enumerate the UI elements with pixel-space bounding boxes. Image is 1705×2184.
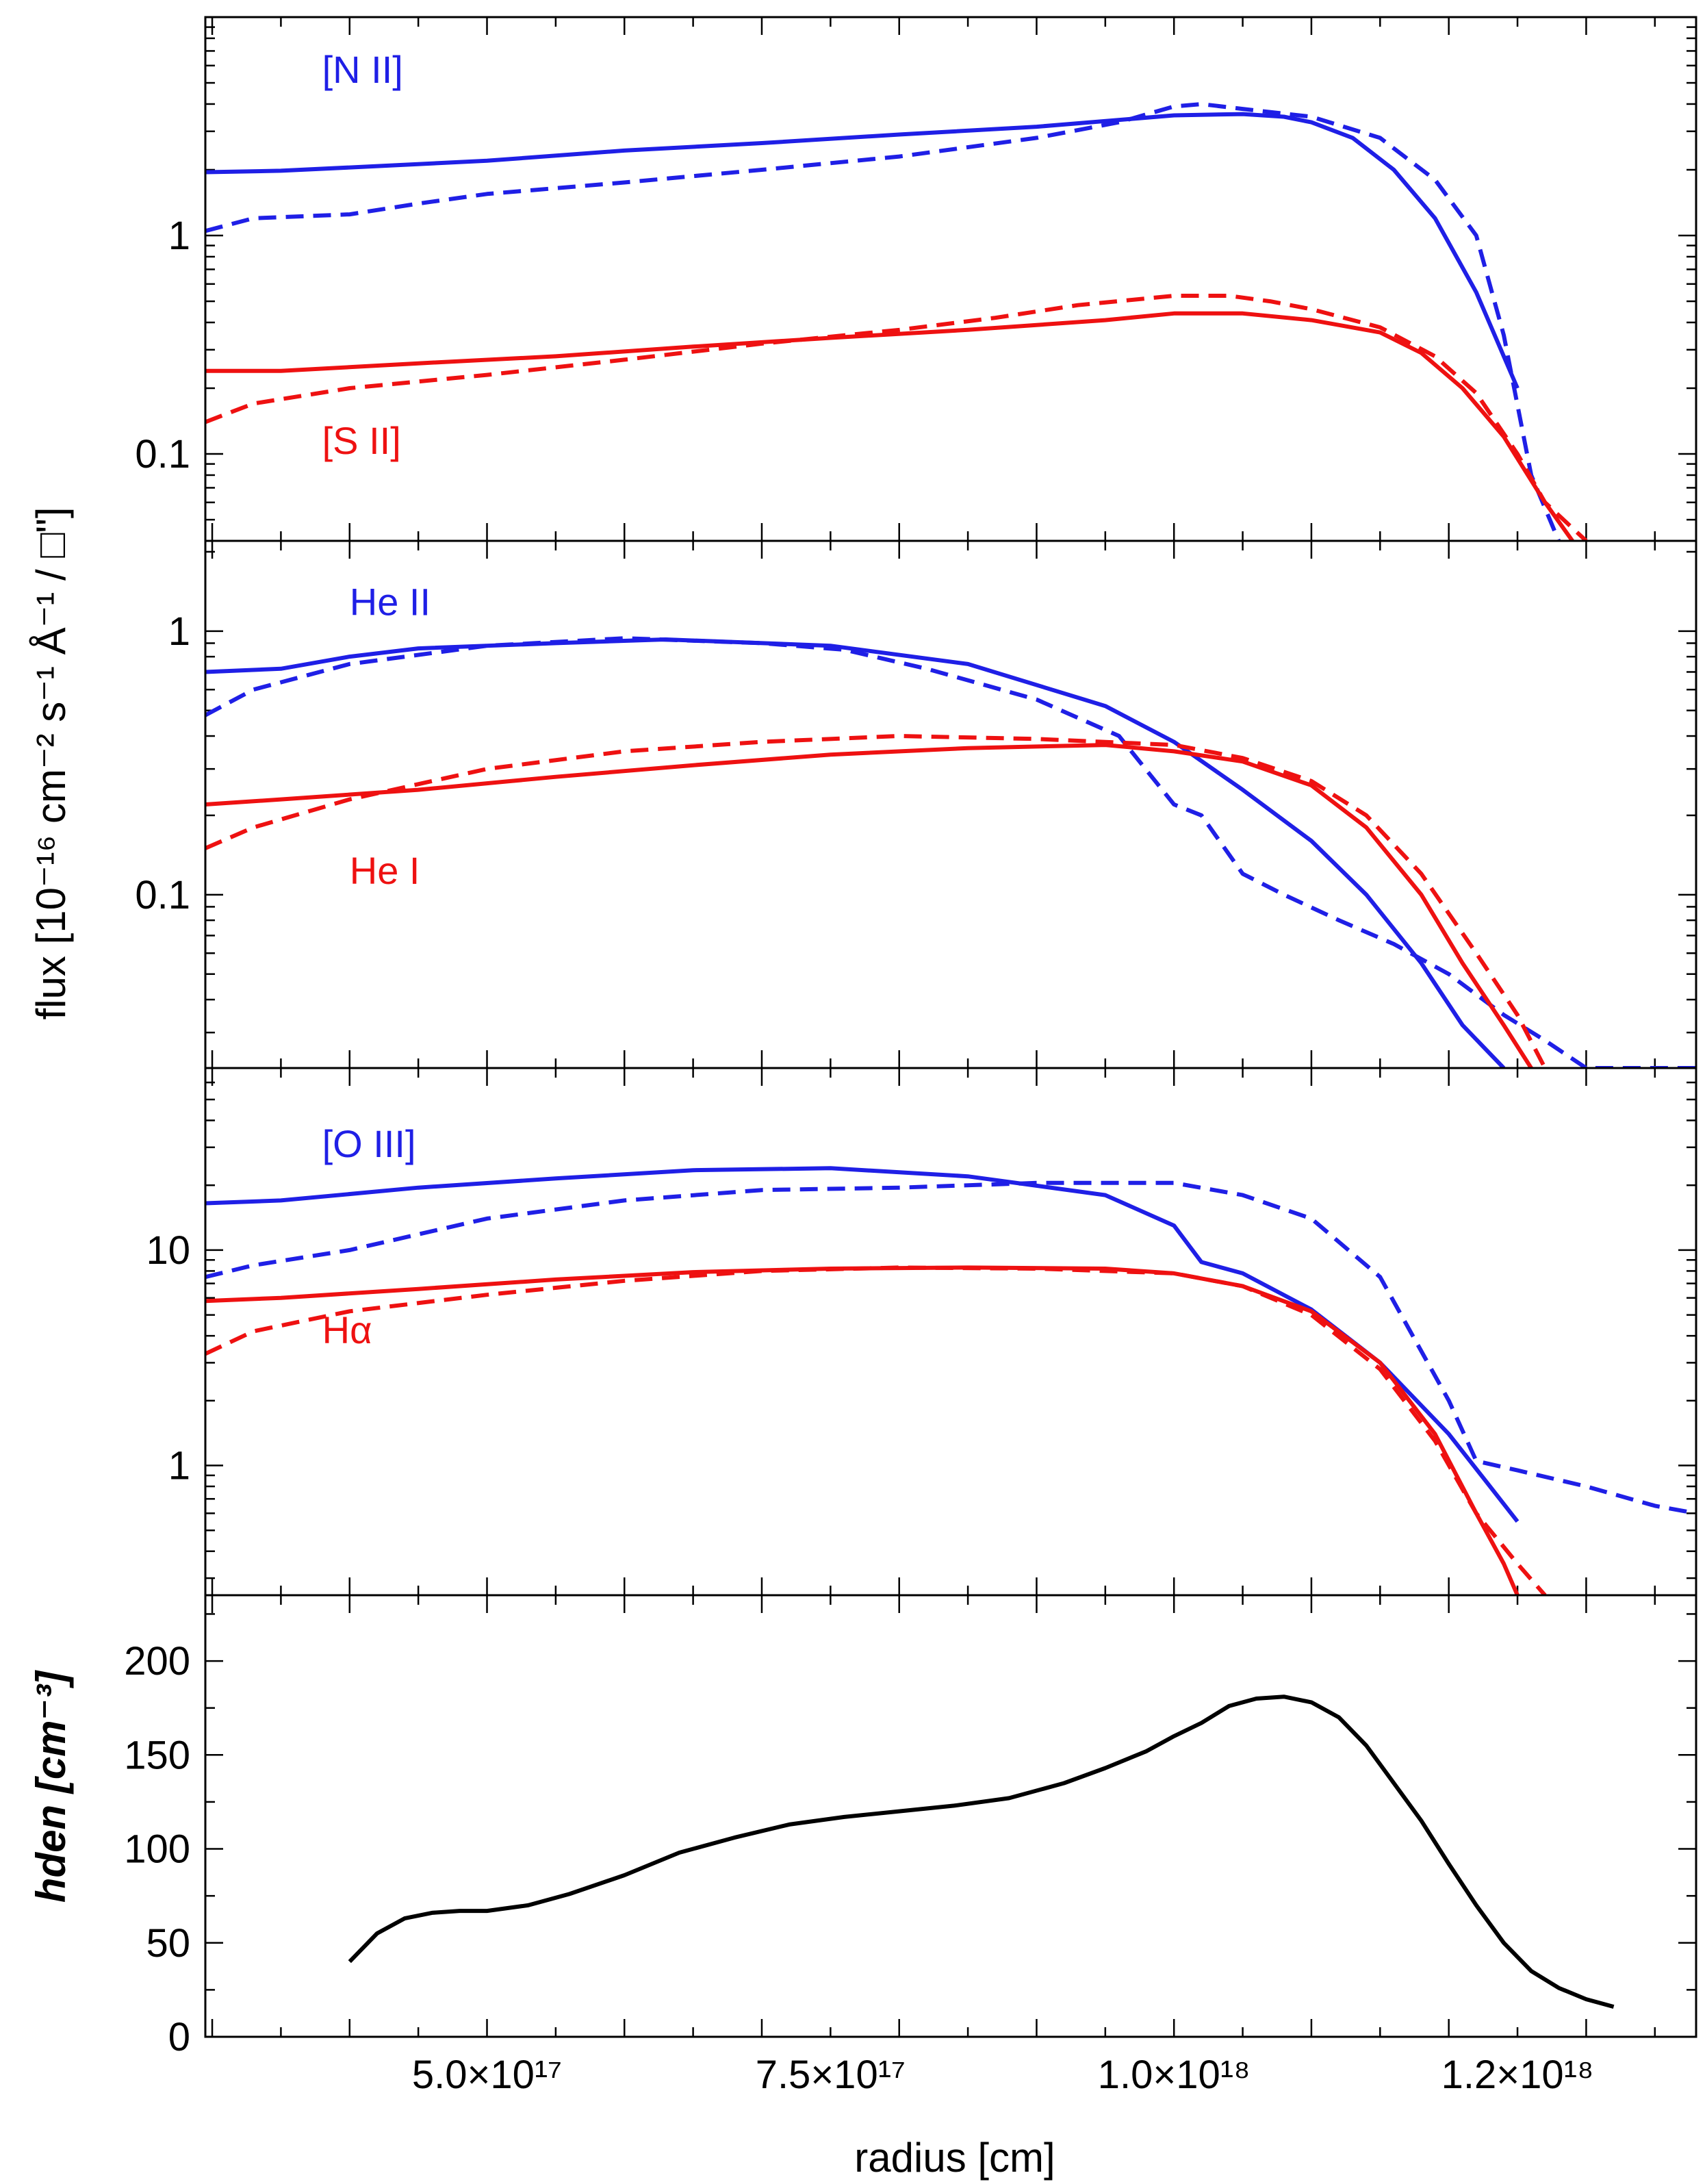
y-tick-label: 1 [168,1444,190,1488]
flux-axis-title: flux [10⁻¹⁶ cm⁻² s⁻¹ Å⁻¹ / □"] [28,507,74,1020]
panel-frame [204,16,1697,542]
x-axis: 5.0×10¹⁷ 7.5×10¹⁷ 1.0×10¹⁸ 1.2×10¹⁸ [412,2053,1594,2097]
panel-he: 1 0.1 He II He I [135,539,1697,1069]
panel-hden: 0 50 100 150 200 [124,1594,1697,2059]
series-label: [S II] [322,419,401,462]
panel-oiii-ha-series [205,1166,1696,1595]
series-label: Hα [322,1308,372,1351]
panel-he-series [205,636,1696,1068]
series-h-alpha [205,1265,1520,1595]
series--o-iii- [205,1166,1520,1523]
y-tick-label: 0.1 [135,873,190,917]
y-tick-label: 50 [146,1921,190,1966]
panel-oiii-ha: 10 1 [O III] Hα [146,1067,1697,1597]
x-tick-label: 1.2×10¹⁸ [1441,2053,1594,2097]
y-tick-label: 10 [146,1228,190,1273]
series-label: [O III] [322,1122,416,1165]
series-he-ii-model [205,636,1696,1068]
series--n-ii- [205,112,1520,390]
hden-axis-title: hden [cm⁻³] [28,1670,74,1903]
x-tick-label: 7.5×10¹⁷ [756,2053,906,2097]
y-tick-label: 0.1 [135,432,190,477]
series-he-ii [205,637,1506,1068]
y-tick-label: 1 [168,214,190,258]
panels-layer: 1 0.1 [N II] [S II] 1 0.1 He II He I 10 1 [O III] H… [124,16,1697,2059]
panel-nii-sii-series [205,102,1588,541]
series--s-ii-model [205,294,1588,541]
panel-frame [204,1067,1697,1597]
panel-hden-series [348,1694,1615,2009]
x-axis-title: radius [cm] [854,2135,1055,2181]
y-tick-label: 200 [124,1639,190,1684]
series-label: He II [350,580,431,623]
y-tick-label: 1 [168,609,190,654]
series--s-ii- [205,311,1574,541]
series-he-i-model [205,734,1547,1068]
series-label: [N II] [322,48,403,91]
y-tick-label: 100 [124,1827,190,1872]
series-he-i [205,743,1533,1068]
y-tick-label: 0 [168,2015,190,2059]
y-tick-label: 150 [124,1733,190,1777]
panel-nii-sii: 1 0.1 [N II] [S II] [135,16,1697,542]
x-tick-label: 1.0×10¹⁸ [1098,2053,1251,2097]
series--n-ii-model [205,102,1561,541]
series-h-alpha-model [205,1265,1547,1595]
x-tick-label: 5.0×10¹⁷ [412,2053,562,2097]
panel-frame [204,1594,1697,2038]
series-hden [348,1694,1615,2009]
series-label: He I [350,849,420,892]
